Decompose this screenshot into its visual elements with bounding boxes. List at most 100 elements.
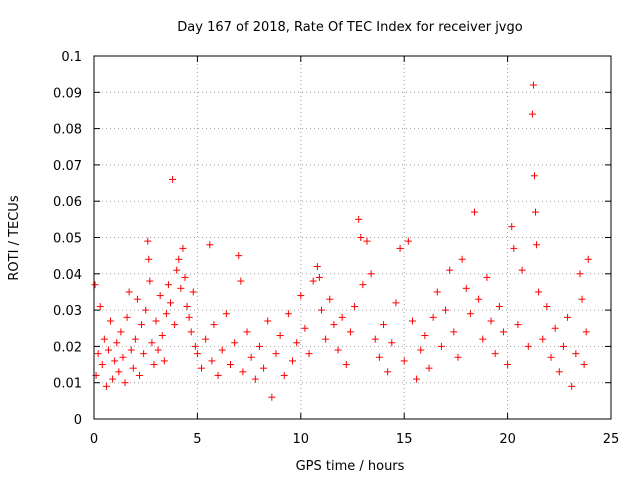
data-point bbox=[530, 172, 538, 180]
data-point bbox=[173, 266, 181, 274]
y-tick-label: 0.04 bbox=[53, 268, 82, 283]
data-point bbox=[338, 313, 346, 321]
data-point bbox=[164, 281, 172, 289]
data-point bbox=[458, 255, 466, 263]
data-point bbox=[510, 244, 518, 252]
y-tick-label: 0.07 bbox=[53, 159, 82, 174]
data-point bbox=[247, 353, 255, 361]
data-point bbox=[551, 324, 559, 332]
data-point bbox=[555, 368, 563, 376]
data-point bbox=[543, 302, 551, 310]
x-tick-label: 10 bbox=[293, 432, 310, 447]
data-point bbox=[421, 332, 429, 340]
data-point bbox=[532, 208, 540, 216]
y-tick-label: 0.09 bbox=[53, 86, 82, 101]
y-tick-label: 0.06 bbox=[53, 195, 82, 210]
data-point bbox=[117, 328, 125, 336]
data-point bbox=[231, 339, 239, 347]
data-point bbox=[334, 346, 342, 354]
data-point bbox=[150, 361, 158, 369]
x-tick-label: 5 bbox=[193, 432, 201, 447]
data-point bbox=[578, 295, 586, 303]
data-point bbox=[346, 328, 354, 336]
y-tick-labels: 0 0.01 0.02 0.03 0.04 0.05 0.06 0.07 0.08 0.09 0.1 bbox=[53, 50, 82, 428]
data-point bbox=[98, 361, 106, 369]
data-point bbox=[301, 324, 309, 332]
data-point bbox=[129, 364, 137, 372]
data-point bbox=[400, 357, 408, 365]
data-point bbox=[169, 175, 177, 183]
data-point bbox=[539, 335, 547, 343]
data-point bbox=[202, 335, 210, 343]
data-point bbox=[148, 339, 156, 347]
data-point bbox=[342, 361, 350, 369]
data-point bbox=[413, 375, 421, 383]
data-point bbox=[568, 382, 576, 390]
data-point bbox=[175, 255, 183, 263]
data-point bbox=[255, 342, 263, 350]
data-point bbox=[107, 317, 115, 325]
y-tick-label: 0.08 bbox=[53, 123, 82, 138]
data-point bbox=[198, 364, 206, 372]
data-point bbox=[121, 379, 129, 387]
data-point bbox=[115, 368, 123, 376]
data-point bbox=[289, 357, 297, 365]
data-point bbox=[123, 313, 131, 321]
data-point bbox=[226, 361, 234, 369]
x-axis-label: GPS time / hours bbox=[296, 459, 405, 474]
data-point bbox=[268, 393, 276, 401]
data-point bbox=[572, 350, 580, 358]
data-point bbox=[499, 328, 507, 336]
x-tick-label: 0 bbox=[90, 432, 98, 447]
data-point bbox=[584, 255, 592, 263]
data-point bbox=[367, 270, 375, 278]
y-tick-label: 0.05 bbox=[53, 232, 82, 247]
data-point bbox=[529, 81, 537, 89]
data-point bbox=[193, 350, 201, 358]
data-point bbox=[177, 284, 185, 292]
x-tick-labels: 0 5 10 15 20 25 bbox=[90, 432, 619, 447]
data-point bbox=[264, 317, 272, 325]
data-point bbox=[142, 306, 150, 314]
data-point bbox=[582, 328, 590, 336]
data-point bbox=[396, 244, 404, 252]
data-point bbox=[171, 321, 179, 329]
data-point bbox=[317, 306, 325, 314]
data-point bbox=[404, 237, 412, 245]
data-point bbox=[309, 277, 317, 285]
data-point bbox=[138, 321, 146, 329]
data-point bbox=[109, 375, 117, 383]
data-point bbox=[210, 321, 218, 329]
data-point bbox=[167, 299, 175, 307]
data-point bbox=[454, 353, 462, 361]
data-point bbox=[326, 295, 334, 303]
data-point bbox=[140, 350, 148, 358]
data-point bbox=[260, 364, 268, 372]
data-point bbox=[276, 332, 284, 340]
data-point bbox=[322, 335, 330, 343]
data-point bbox=[547, 353, 555, 361]
data-point bbox=[487, 317, 495, 325]
y-tick-label: 0.02 bbox=[53, 340, 82, 355]
data-point bbox=[471, 208, 479, 216]
data-point bbox=[315, 273, 323, 281]
data-point bbox=[297, 292, 305, 300]
data-point bbox=[144, 237, 152, 245]
data-point bbox=[524, 342, 532, 350]
data-point bbox=[483, 273, 491, 281]
data-point bbox=[189, 288, 197, 296]
data-point bbox=[191, 342, 199, 350]
data-point bbox=[380, 321, 388, 329]
data-point bbox=[284, 310, 292, 318]
data-point bbox=[91, 281, 99, 289]
x-tick-label: 20 bbox=[499, 432, 516, 447]
data-point bbox=[313, 263, 321, 271]
data-point bbox=[533, 241, 541, 249]
data-point bbox=[508, 223, 516, 231]
data-point bbox=[239, 368, 247, 376]
data-point bbox=[111, 357, 119, 365]
data-point bbox=[146, 277, 154, 285]
data-point bbox=[351, 302, 359, 310]
data-point bbox=[125, 288, 133, 296]
data-point bbox=[94, 350, 102, 358]
